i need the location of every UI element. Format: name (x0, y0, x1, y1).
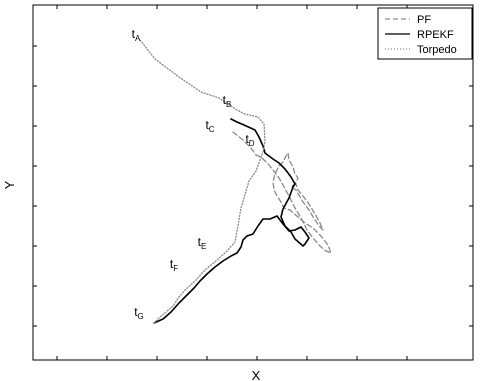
y-axis-label: Y (2, 180, 17, 189)
time-label-b: tB (223, 93, 232, 109)
series-line-torpedo (139, 39, 266, 324)
time-label-c: tC (205, 118, 214, 134)
legend-label-pf: PF (417, 14, 431, 26)
legend-label-rpekf: RPEKF (417, 29, 454, 41)
series-line-pf (232, 131, 332, 254)
time-label-e: tE (198, 235, 207, 251)
plot-frame (32, 4, 474, 361)
legend: PF RPEKF Torpedo (377, 7, 473, 60)
series-layer (139, 39, 332, 324)
time-label-d: tD (245, 132, 254, 148)
axis-ticks (33, 5, 473, 360)
time-label-a: tA (132, 27, 141, 43)
time-label-f: tF (170, 257, 178, 273)
series-line-rpekf (153, 118, 310, 324)
time-label-g: tG (134, 305, 144, 321)
legend-label-torpedo: Torpedo (417, 44, 457, 56)
x-axis-label: X (252, 368, 261, 381)
time-annotations: tA tB tC tD tE tF tG (132, 27, 255, 321)
